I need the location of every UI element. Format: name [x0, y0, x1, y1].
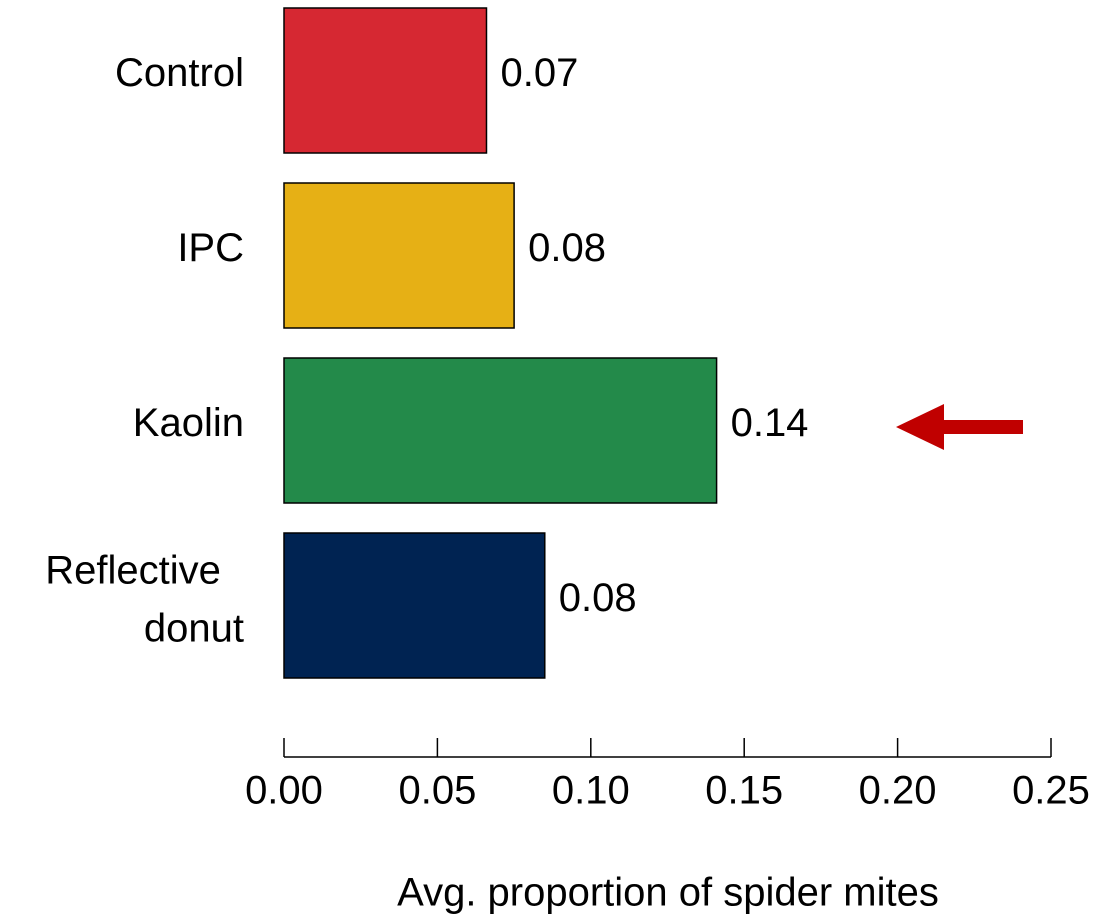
y-tick-label: Kaolin — [133, 401, 244, 445]
bar — [283, 357, 718, 504]
value-label: 0.14 — [731, 401, 809, 445]
value-label: 0.08 — [528, 226, 606, 270]
y-tick-label: Reflective donut — [45, 548, 244, 650]
value-label: 0.07 — [500, 51, 578, 95]
bar — [283, 532, 546, 679]
bar — [283, 7, 488, 154]
x-tick-label: 0.05 — [398, 769, 476, 813]
bar — [283, 182, 515, 329]
x-tick-label: 0.25 — [1012, 769, 1090, 813]
x-axis-title: Avg. proportion of spider mites — [397, 871, 939, 915]
label-line: Reflective — [45, 548, 232, 592]
x-tick-label: 0.20 — [859, 769, 937, 813]
x-tick-label: 0.10 — [552, 769, 630, 813]
y-tick-label: Control — [115, 51, 244, 95]
arrow — [896, 404, 1023, 450]
x-tick-label: 0.15 — [705, 769, 783, 813]
value-label: 0.08 — [559, 576, 637, 620]
x-tick-label: 0.00 — [245, 769, 323, 813]
label-line: donut — [144, 606, 244, 650]
y-tick-label: IPC — [177, 226, 244, 270]
